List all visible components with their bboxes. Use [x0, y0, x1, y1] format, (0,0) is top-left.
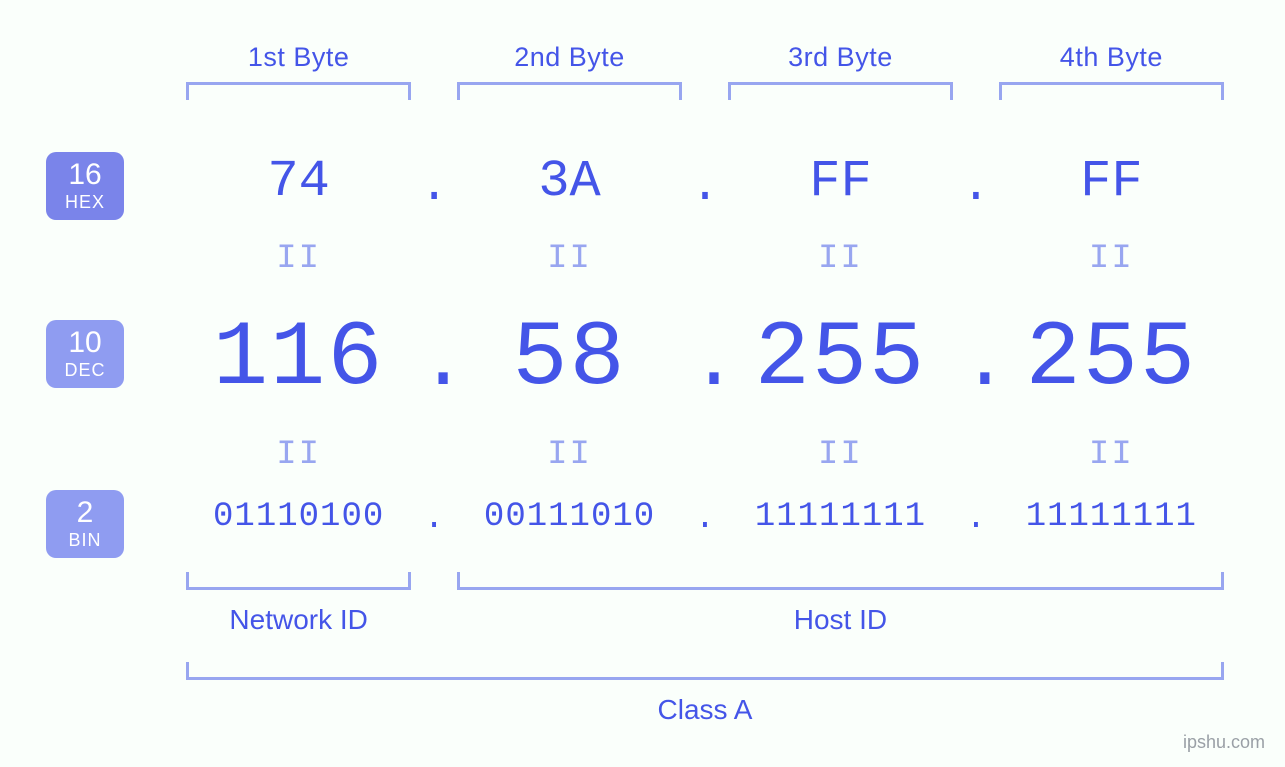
- base-badge-hex: 16 HEX: [46, 152, 124, 220]
- dot-separator: .: [961, 500, 991, 538]
- columns-container: 1st Byte 74 II 116 II 01110100 2nd Byte …: [180, 0, 1230, 767]
- base-badge-dec: 10 DEC: [46, 320, 124, 388]
- byte-column-3: 3rd Byte FF II 255 II 11111111: [722, 0, 959, 767]
- dot-separator: .: [419, 318, 449, 409]
- base-number: 10: [46, 328, 124, 358]
- dot-separator: .: [690, 160, 720, 214]
- bin-value: 11111111: [993, 498, 1230, 536]
- hex-value: FF: [993, 152, 1230, 211]
- equals-symbol: II: [722, 436, 959, 474]
- dot-separator: .: [419, 500, 449, 538]
- base-number: 16: [46, 160, 124, 190]
- base-badge-bin: 2 BIN: [46, 490, 124, 558]
- bin-value: 01110100: [180, 498, 417, 536]
- equals-symbol: II: [180, 436, 417, 474]
- top-bracket: [457, 82, 682, 100]
- network-id-bracket: [186, 572, 411, 590]
- bin-value: 00111010: [451, 498, 688, 536]
- watermark: ipshu.com: [1183, 732, 1265, 753]
- dot-separator: .: [690, 500, 720, 538]
- top-bracket: [186, 82, 411, 100]
- equals-symbol: II: [722, 240, 959, 278]
- hex-value: 3A: [451, 152, 688, 211]
- byte-label: 1st Byte: [180, 42, 417, 73]
- network-id-label: Network ID: [180, 604, 417, 636]
- byte-column-4: 4th Byte FF II 255 II 11111111: [993, 0, 1230, 767]
- base-name: DEC: [46, 360, 124, 382]
- dec-value: 255: [722, 306, 959, 411]
- bin-value: 11111111: [722, 498, 959, 536]
- byte-column-1: 1st Byte 74 II 116 II 01110100: [180, 0, 417, 767]
- class-label: Class A: [180, 694, 1230, 726]
- host-id-bracket: [457, 572, 1224, 590]
- equals-symbol: II: [451, 240, 688, 278]
- dot-separator: .: [690, 318, 720, 409]
- dec-value: 255: [993, 306, 1230, 411]
- dot-separator: .: [961, 318, 991, 409]
- equals-symbol: II: [451, 436, 688, 474]
- equals-symbol: II: [993, 436, 1230, 474]
- base-number: 2: [46, 498, 124, 528]
- class-bracket: [186, 662, 1223, 680]
- dec-value: 116: [180, 306, 417, 411]
- dot-separator: .: [419, 160, 449, 214]
- top-bracket: [728, 82, 953, 100]
- base-name: HEX: [46, 192, 124, 214]
- hex-value: FF: [722, 152, 959, 211]
- byte-column-2: 2nd Byte 3A II 58 II 00111010: [451, 0, 688, 767]
- dec-value: 58: [451, 306, 688, 411]
- equals-symbol: II: [180, 240, 417, 278]
- host-id-label: Host ID: [451, 604, 1230, 636]
- top-bracket: [999, 82, 1224, 100]
- hex-value: 74: [180, 152, 417, 211]
- dot-separator: .: [961, 160, 991, 214]
- base-name: BIN: [46, 530, 124, 552]
- equals-symbol: II: [993, 240, 1230, 278]
- byte-label: 2nd Byte: [451, 42, 688, 73]
- byte-label: 3rd Byte: [722, 42, 959, 73]
- byte-label: 4th Byte: [993, 42, 1230, 73]
